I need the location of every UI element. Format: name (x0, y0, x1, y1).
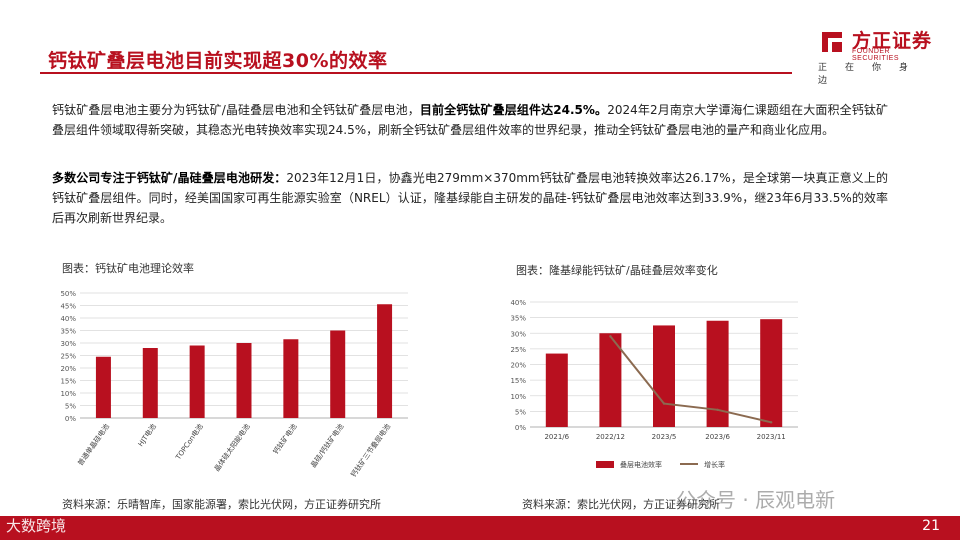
title-bar: 钙钛矿叠层电池目前实现超30%的效率 (40, 40, 792, 74)
bar (189, 345, 205, 418)
bar (377, 304, 393, 418)
paragraph-1-lead: 钙钛矿叠层电池主要分为钙钛矿/晶硅叠层电池和全钙钛矿叠层电池， (52, 103, 420, 117)
paragraph-1-bold: 目前全钙钛矿叠层组件达24.5%。 (419, 103, 608, 117)
line-point (609, 335, 612, 338)
x-tick-label: TOPCon电池 (173, 422, 205, 462)
y-tick-label: 35% (510, 315, 526, 323)
left-chart: 0% 5% 10% 15% 20% 25% 30% 35% 40% 45% 50% 普通单晶硅电池 HJ… (60, 290, 408, 479)
page-title: 钙钛矿叠层电池目前实现超30%的效率 (48, 50, 388, 72)
right-chart-caption: 图表：隆基绿能钙钛矿/晶硅叠层效率变化 (516, 264, 718, 277)
y-tick-label: 45% (60, 303, 76, 311)
x-tick-label: 普通单晶硅电池 (76, 422, 111, 467)
y-tick-label: 25% (510, 346, 526, 354)
bar (236, 343, 252, 418)
line-point (662, 402, 666, 405)
y-tick-label: 10% (510, 393, 526, 401)
x-tick-label: 2023/6 (705, 433, 730, 441)
x-tick-label: HJT电池 (136, 422, 158, 448)
footer-bar: 大数跨境 21 (0, 516, 960, 540)
y-tick-label: 50% (60, 290, 76, 298)
x-tick-label: 晶硅/钙钛矿电池 (309, 422, 346, 469)
paragraph-2-bold: 多数公司专注于钙钛矿/晶硅叠层电池研发： (52, 171, 287, 185)
y-tick-label: 0% (65, 415, 76, 423)
y-tick-label: 0% (515, 424, 526, 432)
right-chart: 0% 5% 10% 15% 20% 25% 30% 35% 40% 2021/6 2022/12 20… (510, 299, 798, 469)
wechat-watermark: 公众号 · 辰观电新 (676, 488, 836, 512)
paragraph-1: 钙钛矿叠层电池主要分为钙钛矿/晶硅叠层电池和全钙钛矿叠层电池，目前全钙钛矿叠层组… (52, 100, 888, 140)
line-point (770, 421, 773, 424)
y-tick-label: 10% (60, 390, 76, 398)
logo-english: FOUNDER SECURITIES (852, 48, 900, 62)
bar (95, 356, 111, 418)
right-chart-source: 资料来源：索比光伏网，方正证券研究所 (522, 498, 720, 511)
x-tick-label: 2022/12 (596, 433, 625, 441)
y-tick-label: 40% (60, 315, 76, 323)
legend-swatch-bar (596, 461, 614, 468)
y-tick-label: 30% (60, 340, 76, 348)
logo-name: 方正证券 (852, 30, 933, 52)
y-tick-label: 15% (510, 377, 526, 385)
paragraph-2: 多数公司专注于钙钛矿/晶硅叠层电池研发：2023年12月1日，协鑫光电279mm… (52, 168, 888, 228)
founder-logo-icon (822, 32, 842, 52)
company-logo: 方正证券 FOUNDER SECURITIES 正在你身边 (818, 22, 938, 86)
x-tick-label: 钙钛矿三节叠层电池 (349, 422, 393, 479)
y-tick-label: 20% (60, 365, 76, 373)
x-tick-label: 2023/5 (652, 433, 677, 441)
bar (760, 319, 783, 427)
left-chart-caption: 图表：钙钛矿电池理论效率 (62, 262, 194, 275)
bar (599, 333, 622, 427)
y-tick-label: 30% (510, 330, 526, 338)
legend-label-line: 增长率 (704, 460, 725, 469)
x-tick-label: 2021/6 (544, 433, 569, 441)
paragraph-2-rest: 2023年12月1日，协鑫光电279mm×370mm钙钛矿叠层电池转换效率达26… (52, 171, 888, 225)
line-point (716, 408, 719, 412)
watermark-left: 大数跨境 (6, 517, 67, 535)
bar (142, 348, 158, 418)
y-tick-label: 20% (510, 362, 526, 370)
y-tick-label: 15% (60, 378, 76, 386)
left-chart-source: 资料来源：乐晴智库，国家能源署，索比光伏网，方正证券研究所 (62, 498, 381, 511)
y-tick-label: 35% (60, 328, 76, 336)
page-number: 21 (922, 518, 940, 534)
bar (706, 320, 729, 427)
logo-slogan: 正在你身边 (818, 63, 927, 86)
bar (283, 339, 299, 418)
x-tick-label: 2023/11 (757, 433, 786, 441)
x-tick-label: 钙钛矿电池 (271, 422, 298, 456)
paragraph-1-rest: 2024年2月南京大学谭海仁课题组在大面积全钙钛矿叠层组件领域取得新突破，其稳态… (52, 103, 888, 137)
bar (545, 353, 568, 427)
y-tick-label: 40% (510, 299, 526, 307)
bar (330, 330, 346, 418)
y-tick-label: 25% (60, 353, 76, 361)
growth-rate-line (609, 335, 772, 424)
legend-label-bar: 叠层电池效率 (620, 460, 662, 469)
y-tick-label: 5% (515, 408, 526, 416)
y-tick-label: 5% (65, 403, 76, 411)
x-tick-label: 晶体硅太阳能电池 (212, 422, 251, 473)
bar (653, 325, 675, 427)
